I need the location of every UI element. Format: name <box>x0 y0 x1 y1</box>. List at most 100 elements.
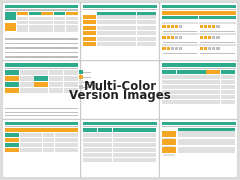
Bar <box>83 4 157 8</box>
Bar <box>216 131 235 137</box>
Bar <box>66 12 78 15</box>
Bar <box>204 25 207 28</box>
Bar <box>163 53 197 54</box>
Bar <box>177 85 191 89</box>
Bar <box>5 138 18 142</box>
Bar <box>5 38 78 40</box>
Bar <box>171 47 174 50</box>
Bar <box>206 75 220 79</box>
Bar <box>98 128 112 132</box>
Bar <box>67 52 76 53</box>
Bar <box>200 42 234 43</box>
Bar <box>5 56 78 58</box>
Bar <box>162 85 180 89</box>
Bar <box>200 25 203 28</box>
Bar <box>83 148 99 152</box>
Bar <box>30 52 39 53</box>
Bar <box>83 126 157 127</box>
Bar <box>79 70 83 74</box>
Bar <box>162 100 180 104</box>
Bar <box>54 52 64 53</box>
Bar <box>199 21 235 24</box>
FancyBboxPatch shape <box>81 2 159 60</box>
Bar <box>5 9 78 10</box>
Bar <box>177 70 191 74</box>
Bar <box>64 88 78 93</box>
Bar <box>191 75 205 79</box>
Bar <box>66 21 78 24</box>
Bar <box>83 122 157 125</box>
Bar <box>167 36 170 39</box>
Bar <box>66 148 78 152</box>
Bar <box>83 9 157 10</box>
Bar <box>206 95 220 99</box>
Bar <box>221 95 235 99</box>
Bar <box>31 133 42 137</box>
Bar <box>79 80 83 84</box>
Bar <box>66 28 78 32</box>
Bar <box>30 56 39 58</box>
Bar <box>5 143 18 147</box>
Bar <box>54 38 64 40</box>
Bar <box>42 56 52 58</box>
Bar <box>83 72 91 73</box>
Bar <box>142 133 156 137</box>
Bar <box>66 143 78 147</box>
Bar <box>167 25 170 28</box>
Bar <box>5 133 18 137</box>
Bar <box>206 80 220 84</box>
Bar <box>142 143 156 147</box>
Bar <box>113 158 127 162</box>
Bar <box>163 42 197 43</box>
Bar <box>30 43 39 44</box>
Bar <box>49 70 63 75</box>
Bar <box>55 138 66 142</box>
Bar <box>18 47 27 49</box>
Bar <box>5 47 78 49</box>
Bar <box>162 70 176 74</box>
Bar <box>113 128 127 132</box>
Bar <box>113 148 127 152</box>
Bar <box>31 138 42 142</box>
Bar <box>179 47 182 50</box>
Bar <box>97 12 117 15</box>
Bar <box>163 146 175 148</box>
Bar <box>66 133 78 137</box>
Bar <box>5 148 18 152</box>
Bar <box>42 47 52 49</box>
Bar <box>5 108 78 109</box>
Bar <box>29 25 41 28</box>
Bar <box>137 42 156 46</box>
Bar <box>197 147 216 153</box>
Bar <box>137 20 156 24</box>
Bar <box>83 143 99 147</box>
Bar <box>43 148 54 152</box>
Bar <box>216 128 235 132</box>
Bar <box>5 128 78 132</box>
Bar <box>206 90 220 94</box>
Bar <box>199 44 235 46</box>
Bar <box>83 26 96 30</box>
Bar <box>212 25 216 28</box>
Bar <box>19 82 34 87</box>
FancyBboxPatch shape <box>81 61 159 119</box>
Bar <box>191 90 205 94</box>
Text: Version Images: Version Images <box>69 89 171 102</box>
Bar <box>162 11 235 15</box>
Bar <box>54 12 65 15</box>
Bar <box>97 15 117 19</box>
Bar <box>67 56 76 58</box>
Bar <box>30 38 39 40</box>
Bar <box>212 47 216 50</box>
Bar <box>49 88 63 93</box>
Bar <box>34 82 48 87</box>
Bar <box>200 53 234 54</box>
Bar <box>67 47 76 49</box>
Bar <box>41 28 53 32</box>
FancyBboxPatch shape <box>2 61 80 119</box>
Bar <box>42 43 52 44</box>
Bar <box>113 133 127 137</box>
Bar <box>83 15 96 19</box>
Bar <box>17 21 28 24</box>
Bar <box>55 133 66 137</box>
